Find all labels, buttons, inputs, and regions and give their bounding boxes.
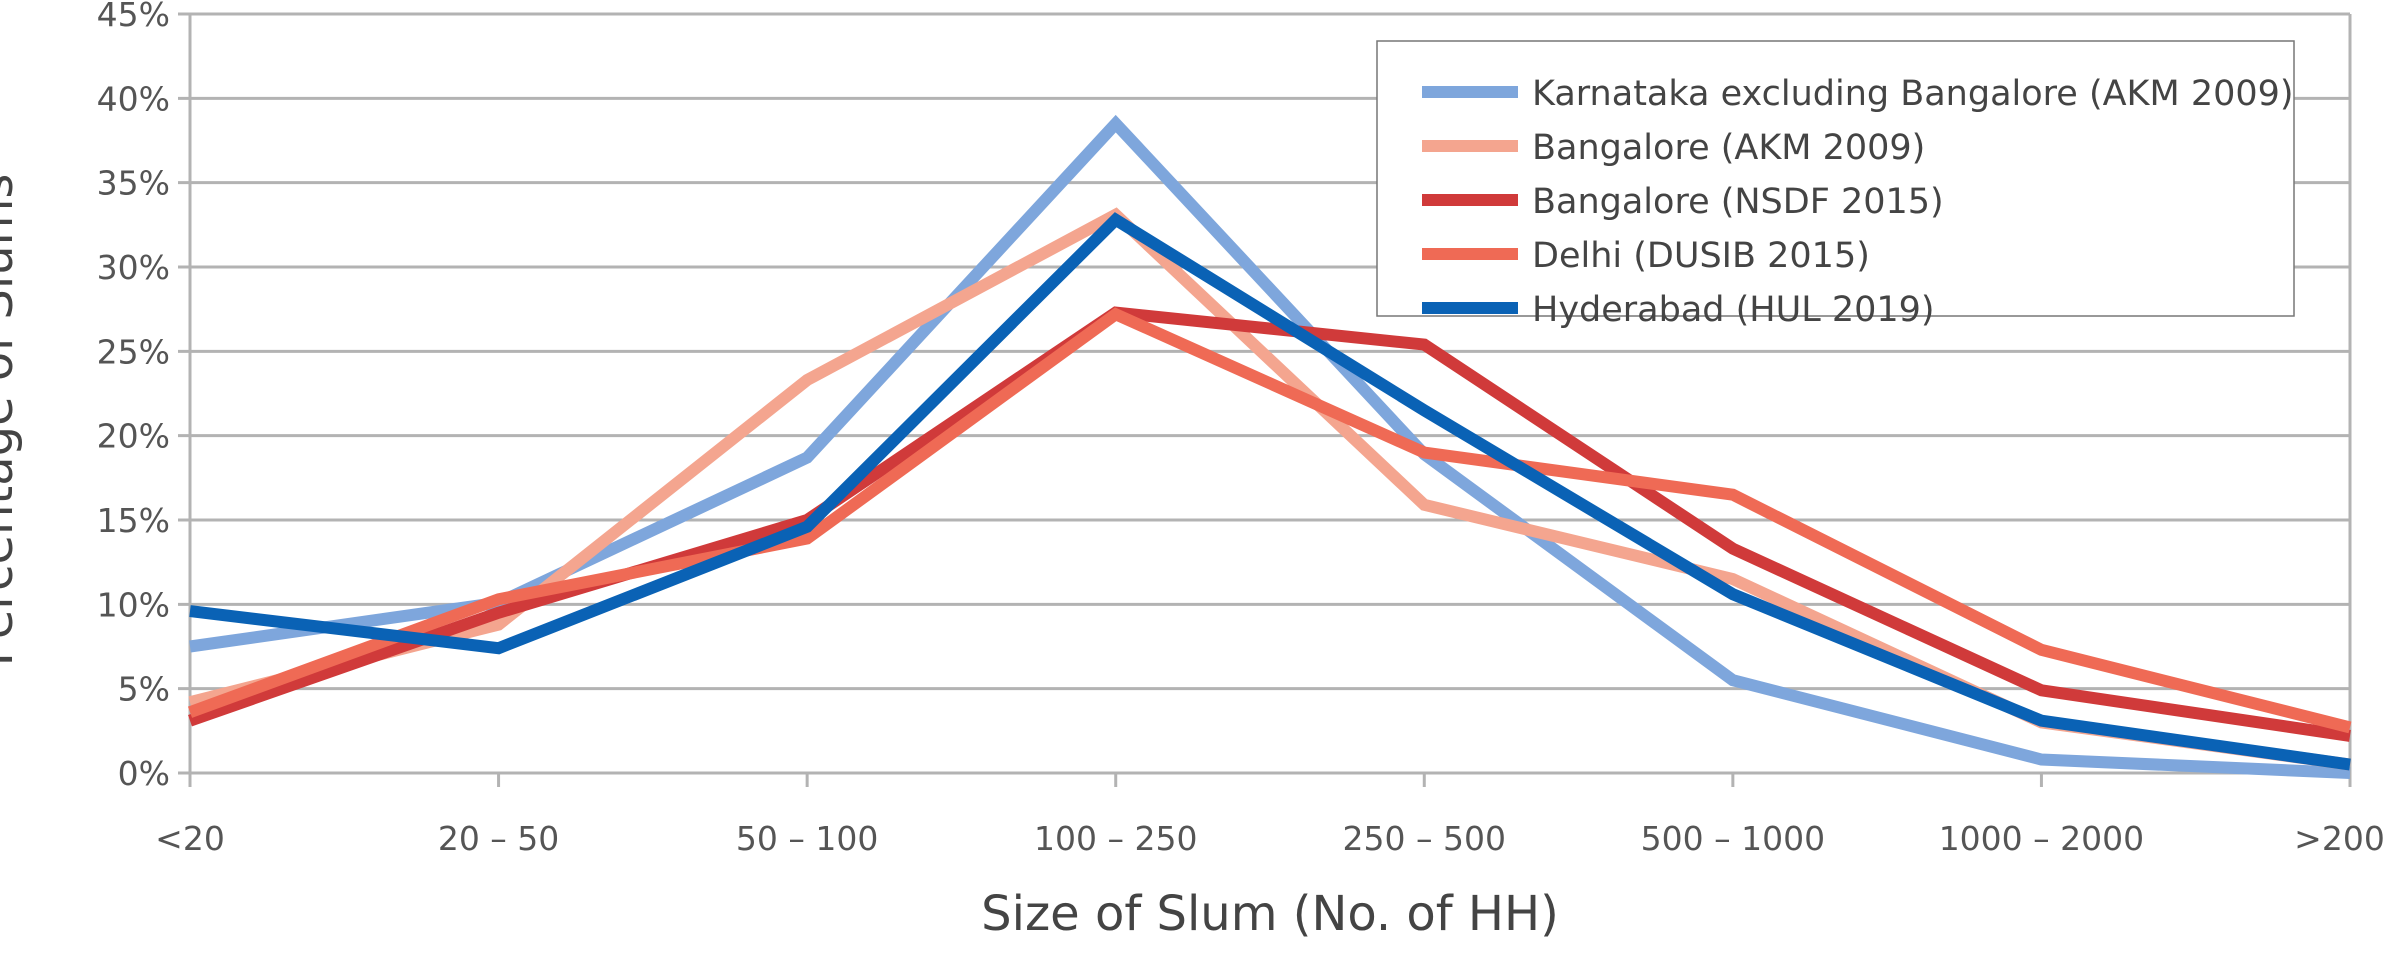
series-line <box>189 212 2351 771</box>
series-line <box>187 307 2352 734</box>
x-tick-label: >2000 <box>2294 819 2385 858</box>
x-tick-label: 500 – 1000 <box>1641 819 1825 858</box>
x-tick-label: 50 – 100 <box>736 819 878 858</box>
legend: Karnataka excluding Bangalore (AKM 2009)… <box>1376 40 2295 330</box>
y-tick-label: 15% <box>97 501 170 540</box>
x-tick-labels: <20 20 – 50 50 – 100 100 – 250 250 – 500 500 … <box>155 819 2385 858</box>
legend-box <box>1376 40 2295 317</box>
y-axis-title: Percentage of Slums <box>0 174 24 667</box>
series-line <box>188 306 2351 742</box>
legend-label: Karnataka excluding Bangalore (AKM 2009) <box>1532 74 2294 114</box>
y-tick-labels: 0% 5% 10% 15% 20% 25% 30% 35% 40% 45% <box>97 0 170 793</box>
y-tick-label: 10% <box>97 585 170 624</box>
x-tick-label: 1000 – 2000 <box>1939 819 2144 858</box>
legend-label: Delhi (DUSIB 2015) <box>1532 236 1870 276</box>
y-tick-label: 40% <box>97 79 170 118</box>
legend-label: Hyderabad (HUL 2019) <box>1532 290 1935 330</box>
x-tick-label: 20 – 50 <box>438 819 559 858</box>
y-tick-label: 30% <box>97 248 170 287</box>
x-tick-label: 100 – 250 <box>1034 819 1197 858</box>
y-tick-label: 35% <box>97 164 170 203</box>
series-lines <box>187 114 2352 779</box>
x-tick-label: 250 – 500 <box>1343 819 1506 858</box>
y-tick-label: 25% <box>97 332 170 371</box>
y-tick-label: 20% <box>97 417 170 456</box>
x-axis-title: Size of Slum (No. of HH) <box>981 886 1559 942</box>
y-tick-label: 0% <box>118 754 170 793</box>
x-tick-label: <20 <box>155 819 225 858</box>
y-tick-label: 45% <box>97 0 170 34</box>
legend-label: Bangalore (AKM 2009) <box>1532 128 1925 168</box>
y-tick-label: 5% <box>118 670 170 709</box>
legend-label: Bangalore (NSDF 2015) <box>1532 182 1944 222</box>
